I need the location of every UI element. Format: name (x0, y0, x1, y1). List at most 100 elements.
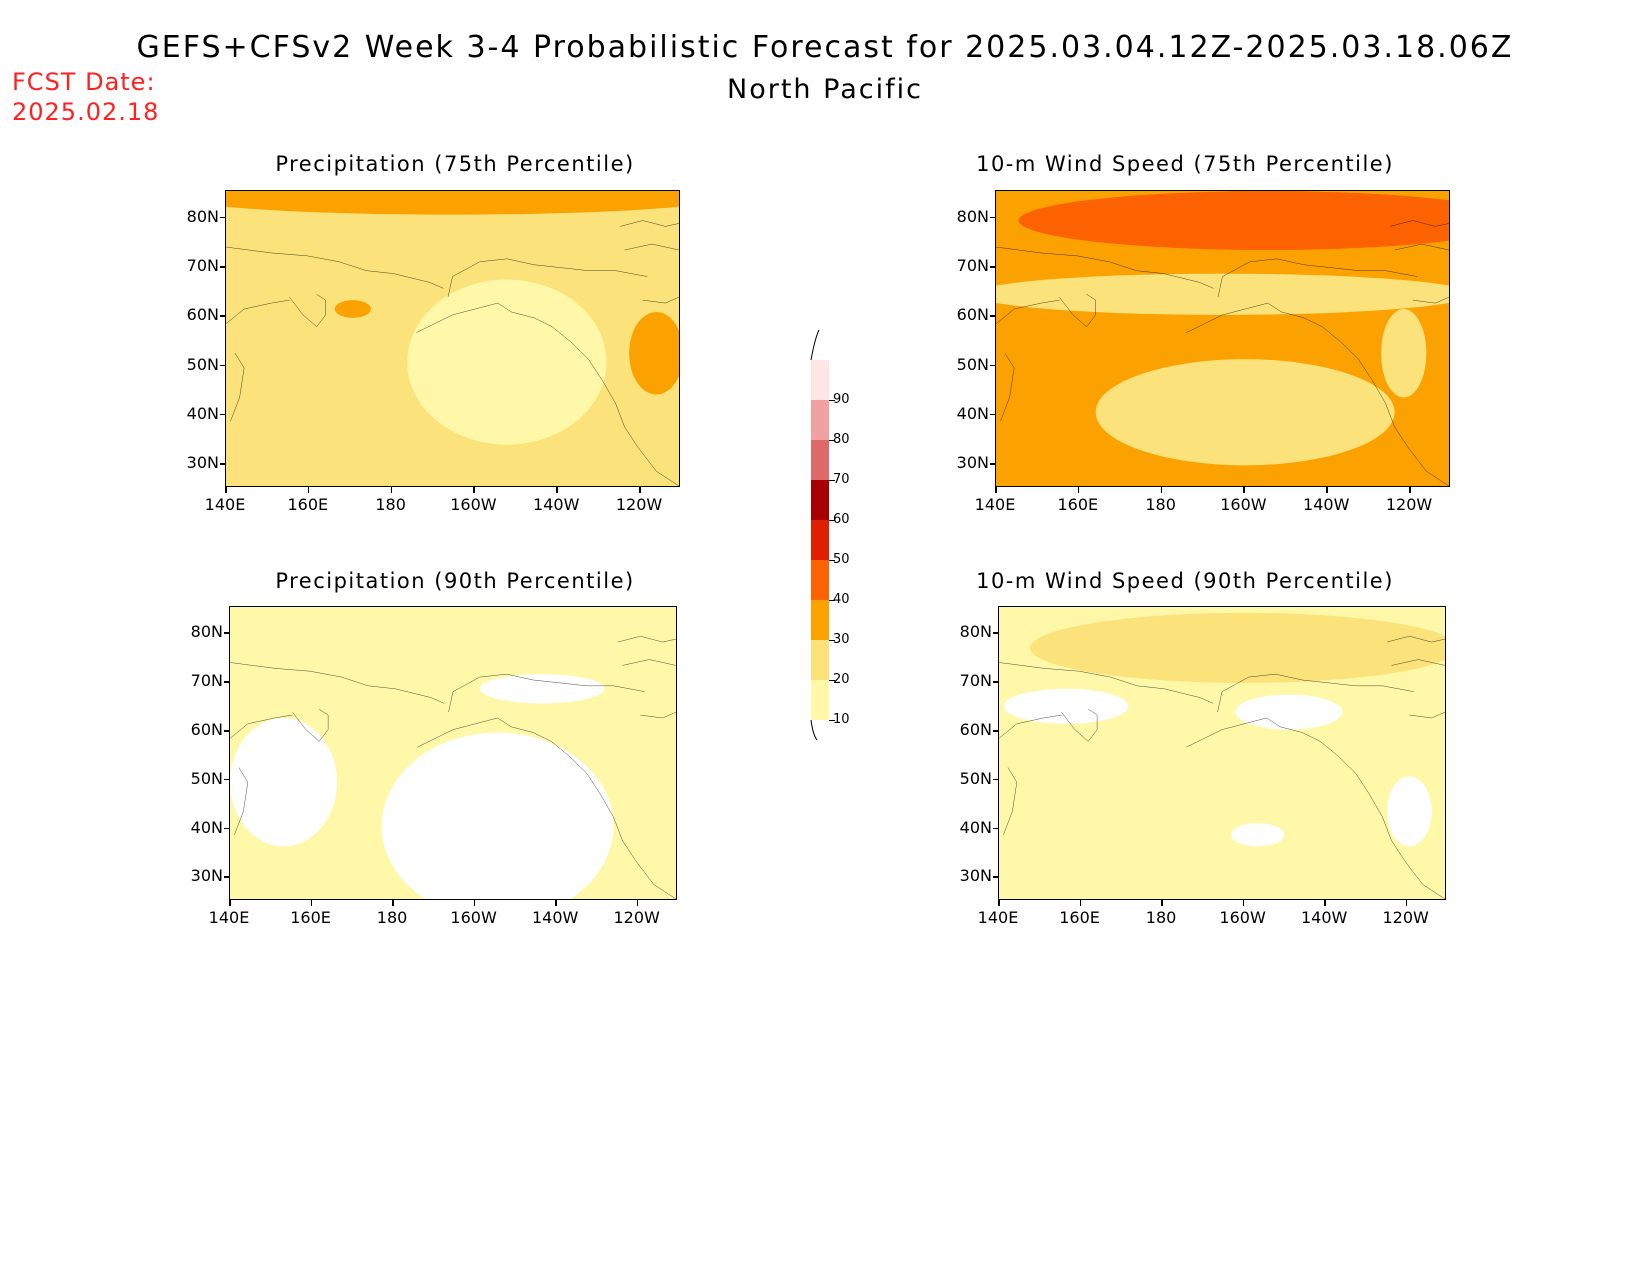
lat-tick-mark (993, 827, 999, 830)
colorbar-segment (811, 400, 829, 440)
colorbar-tick-label: 40 (833, 592, 850, 607)
map-wind-75 (995, 190, 1450, 487)
lat-tick-label: 30N (190, 866, 223, 886)
lat-tick-label: 60N (186, 305, 219, 325)
colorbar-segment (811, 360, 829, 400)
colorbar-tick-label: 50 (833, 552, 850, 567)
probability-field (996, 191, 1449, 486)
coastline (999, 715, 1061, 738)
coastline (1413, 297, 1449, 303)
coastline (1409, 712, 1445, 718)
coastline (996, 247, 1213, 288)
coastline (1223, 303, 1450, 486)
lat-tick-mark (220, 216, 226, 219)
lon-tick-label: 120W (1382, 908, 1429, 927)
colorbar-tick-mark (829, 400, 835, 401)
lon-tick-label: 140W (531, 908, 579, 927)
lat-tick-mark (990, 315, 996, 317)
lon-tick-mark (556, 487, 558, 493)
lon-tick-label: 140E (208, 908, 250, 927)
coastline (1218, 674, 1414, 712)
lon-tick-label: 140E (974, 495, 1016, 514)
colorbar-tick-label: 70 (833, 472, 850, 487)
probability-field (230, 607, 676, 899)
coastline (625, 244, 679, 250)
coastline (622, 660, 676, 666)
coastline (448, 259, 647, 297)
forecast-date-label: FCST Date: (12, 68, 156, 96)
lon-tick-mark (310, 900, 313, 906)
colorbar-segment (811, 600, 829, 640)
coastline (226, 300, 289, 324)
colorbar-tick-mark (829, 480, 835, 481)
colorbar-legend (810, 330, 829, 740)
lat-tick-label: 80N (959, 622, 992, 642)
lon-tick-label: 180 (375, 495, 406, 514)
lon-tick-mark (390, 487, 393, 493)
colorbar-segment (811, 560, 829, 600)
lat-tick-label: 70N (190, 671, 223, 691)
lat-tick-mark (220, 413, 226, 416)
colorbar-tick-label: 60 (833, 512, 850, 527)
lat-tick-mark (220, 463, 226, 465)
coastline (234, 768, 247, 835)
colorbar-tick-mark (829, 560, 835, 561)
lat-tick-mark (993, 778, 999, 781)
colorbar-tick-label: 90 (833, 392, 850, 407)
lon-tick-label: 160W (1220, 495, 1267, 514)
lat-tick-label: 80N (186, 206, 219, 226)
lon-tick-label: 120W (615, 495, 663, 514)
lon-tick-label: 120W (613, 908, 660, 927)
colorbar-tick-mark (829, 640, 835, 641)
coastline (1186, 315, 1222, 333)
lon-tick-mark (1077, 487, 1080, 493)
lon-tick-label: 160E (1059, 908, 1100, 927)
lat-tick-label: 80N (956, 206, 989, 226)
panel-title-wind-75: 10-m Wind Speed (75th Percentile) (976, 152, 1394, 176)
lat-tick-mark (990, 266, 996, 268)
colorbar-tick-label: 10 (833, 712, 850, 727)
lon-tick-mark (639, 487, 641, 493)
lon-tick-mark (473, 900, 476, 906)
probability-field (999, 607, 1445, 899)
colorbar-segment (811, 640, 829, 680)
lon-tick-mark (1243, 487, 1245, 493)
coastline (1387, 636, 1445, 642)
lat-tick-mark (224, 681, 230, 683)
coastline (1222, 718, 1445, 899)
lat-tick-label: 50N (956, 354, 989, 374)
coastline (289, 294, 325, 326)
lon-tick-label: 160W (450, 908, 497, 927)
lat-tick-mark (224, 778, 230, 781)
coastline (620, 221, 679, 227)
lat-tick-mark (224, 827, 230, 830)
colorbar-tick-mark (829, 520, 835, 521)
lat-tick-label: 40N (190, 817, 223, 837)
coastline (453, 718, 676, 899)
lat-tick-mark (224, 876, 230, 878)
colorbar-segment (811, 440, 829, 480)
coastline (231, 353, 245, 421)
lon-tick-label: 160E (287, 495, 329, 514)
panel-title-wind-90: 10-m Wind Speed (90th Percentile) (976, 569, 1394, 593)
lon-tick-mark (1324, 900, 1326, 906)
lon-tick-label: 140W (1300, 908, 1348, 927)
panel-title-precip-75: Precipitation (75th Percentile) (275, 152, 635, 176)
coastline (999, 662, 1213, 703)
lat-tick-mark (990, 463, 996, 465)
lon-tick-label: 180 (1145, 908, 1177, 927)
lat-tick-mark (220, 266, 226, 268)
lon-tick-label: 140E (977, 908, 1019, 927)
lon-tick-mark (225, 487, 227, 493)
coastline (1001, 353, 1015, 421)
lon-tick-mark (555, 900, 557, 906)
coastline (453, 303, 680, 486)
lat-tick-mark (993, 730, 999, 732)
coastline (618, 636, 676, 642)
lat-tick-mark (990, 413, 996, 416)
coastline (643, 297, 679, 303)
coastline (996, 300, 1059, 324)
lat-tick-mark (993, 876, 999, 878)
lon-tick-mark (473, 487, 475, 493)
coastline (1218, 259, 1417, 297)
